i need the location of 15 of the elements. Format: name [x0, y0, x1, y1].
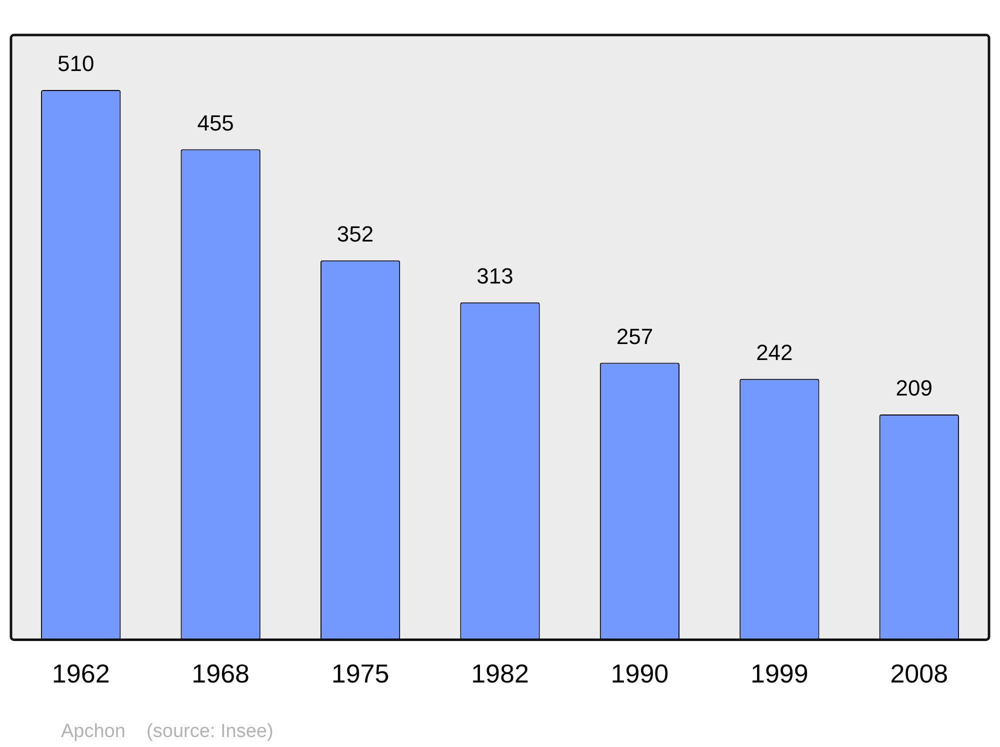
- x-tick-label: 1999: [750, 658, 808, 689]
- x-tick-label: 1962: [52, 658, 110, 689]
- x-tick-label: 2008: [890, 658, 948, 689]
- data-label: 257: [616, 324, 654, 349]
- x-tick-label: 1982: [471, 658, 529, 689]
- data-label: 510: [58, 51, 94, 76]
- data-label: 352: [336, 221, 374, 246]
- data-label: 455: [197, 110, 234, 136]
- x-tick-label: 1968: [192, 658, 250, 689]
- data-label: 242: [756, 340, 793, 365]
- data-label: 313: [476, 263, 514, 288]
- x-tick-label: 1990: [610, 658, 669, 689]
- x-tick-label: 1975: [331, 658, 390, 689]
- text: Apchon (source: Insee): [61, 721, 274, 742]
- data-label: 209: [896, 376, 932, 401]
